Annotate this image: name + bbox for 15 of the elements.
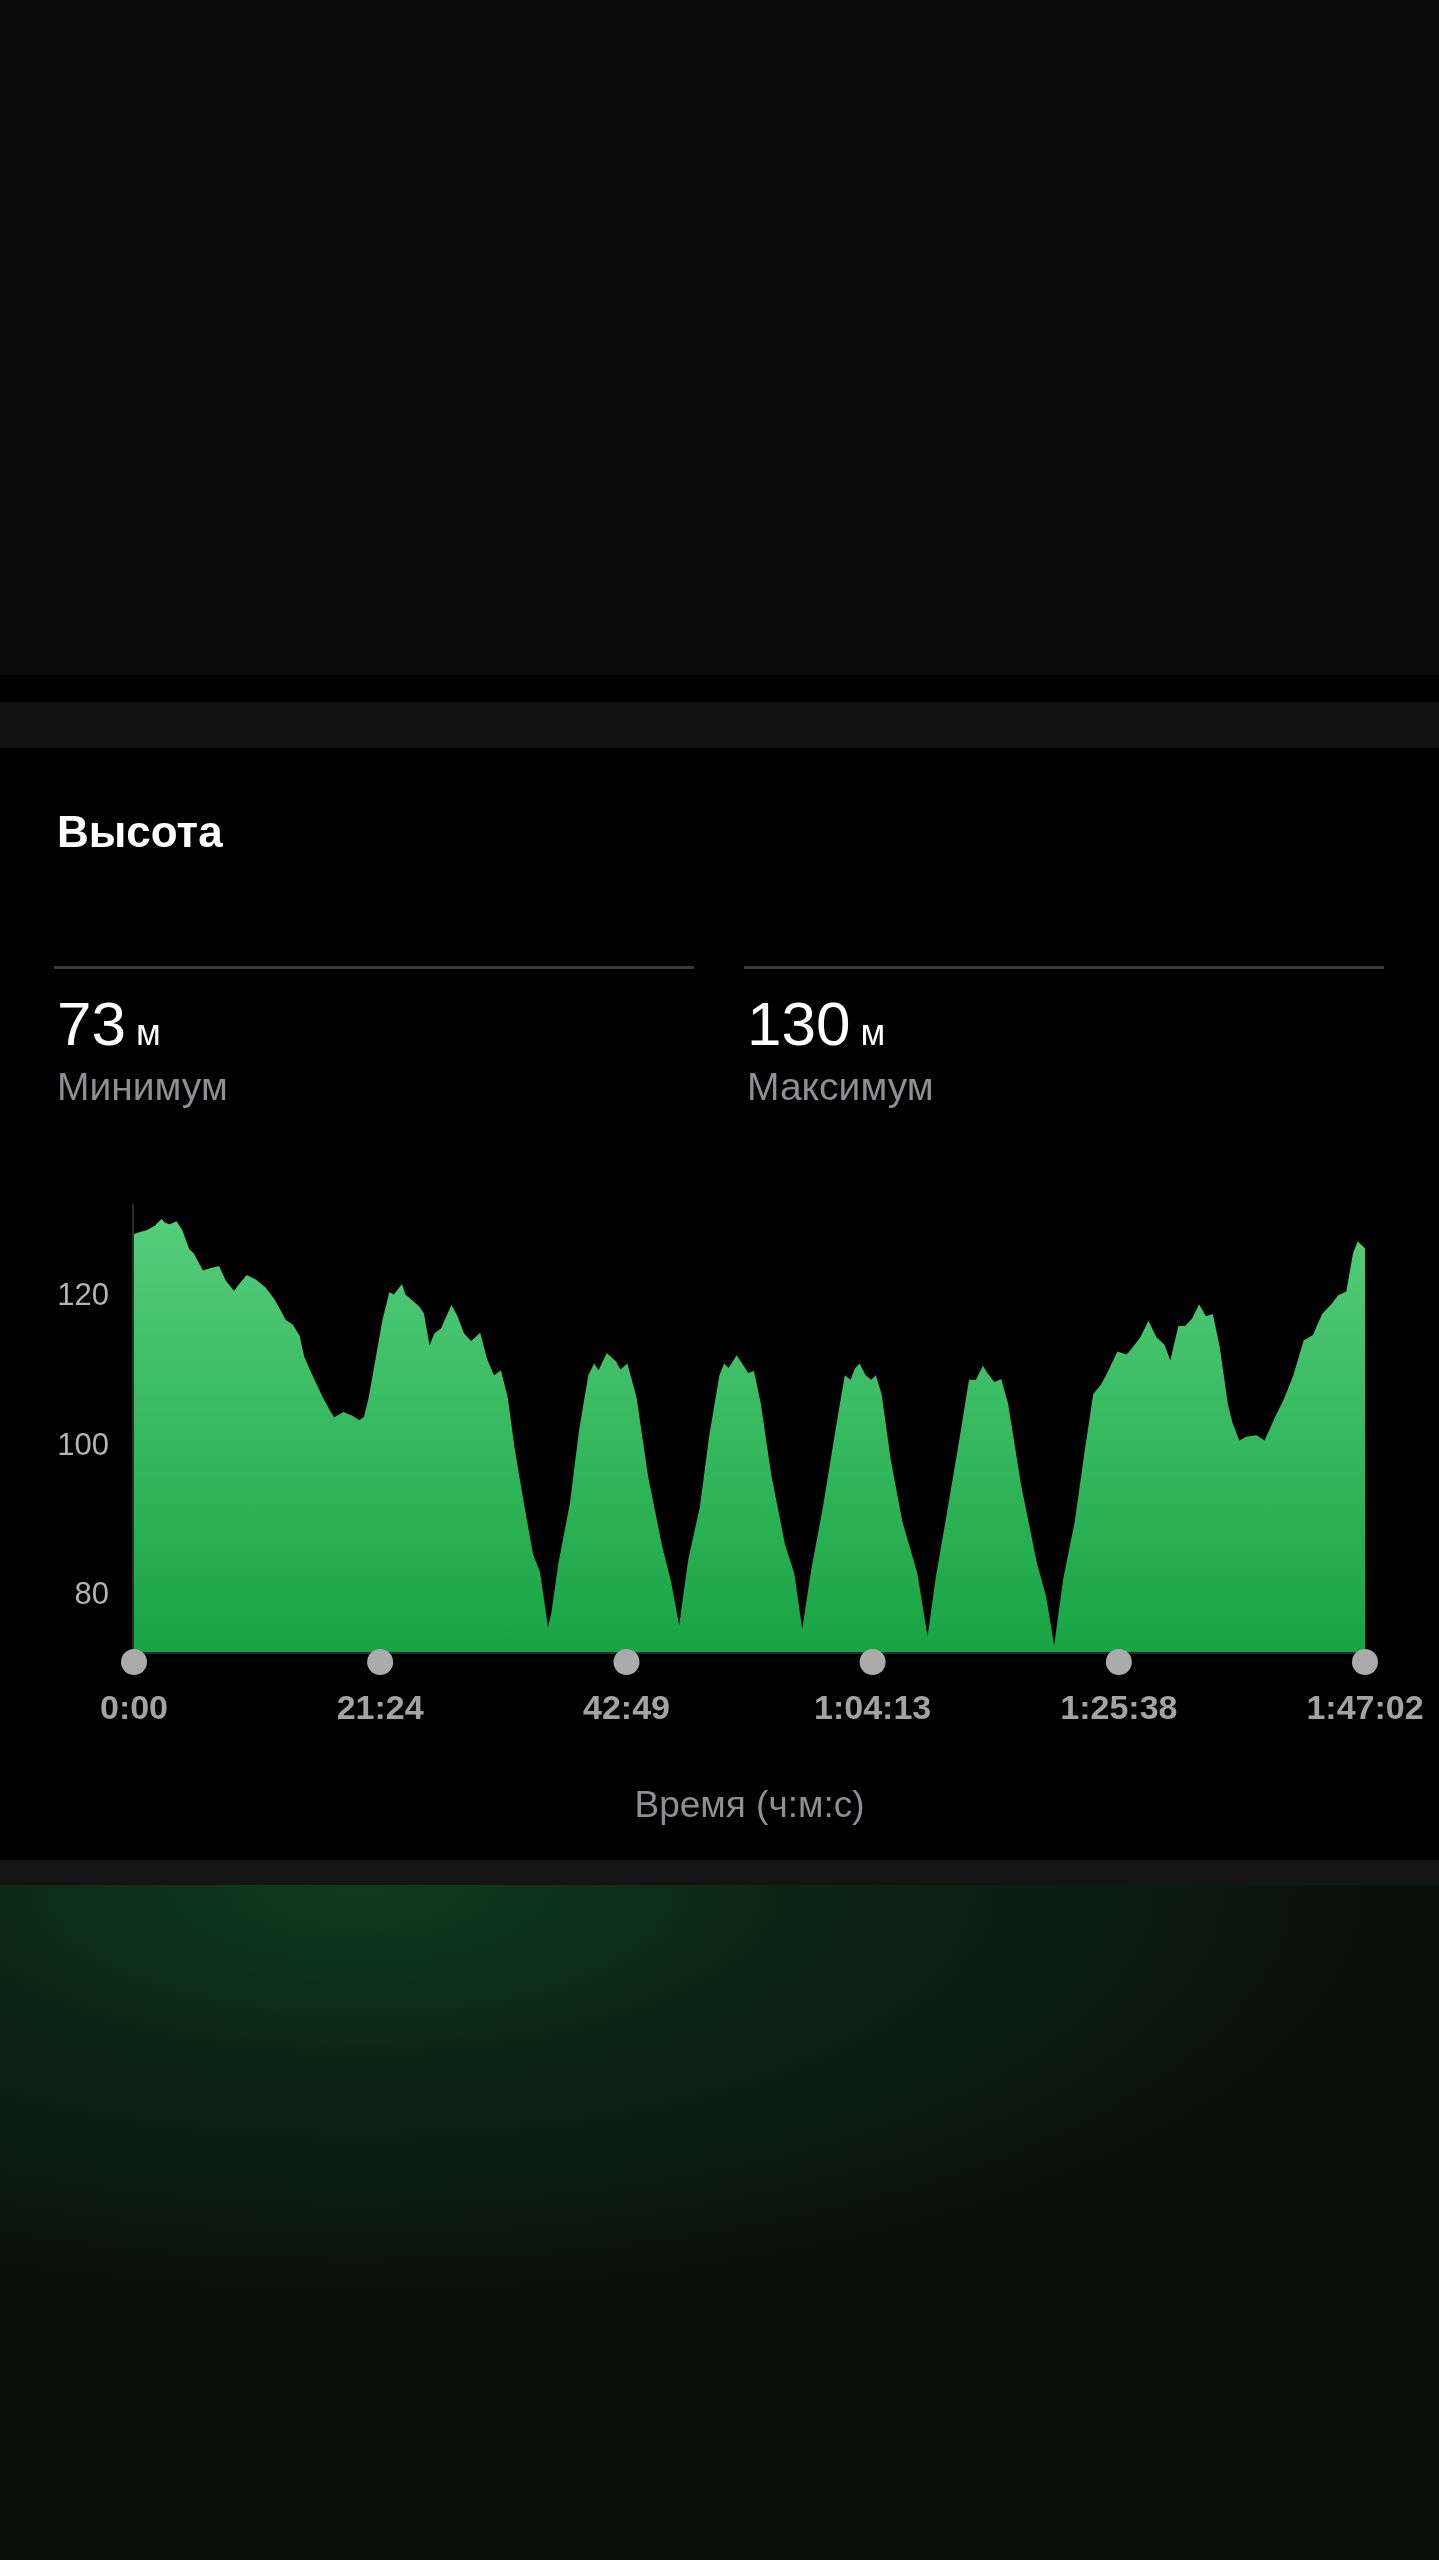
y-tick-label: 80 [74,1576,109,1612]
text: 73 м [57,989,161,1058]
x-tick-label: 1:04:13 [814,1688,932,1726]
y-tick-label: 100 [57,1426,109,1462]
text: Максимум [747,1065,934,1108]
x-tick-label: 1:25:38 [1060,1688,1178,1726]
x-tick-label: 21:24 [336,1688,424,1726]
x-tick-label: 0:00 [99,1688,169,1726]
x-tick-label: 1:47:02 [1306,1688,1424,1726]
y-tick-label: 120 [57,1276,109,1312]
x-tick-label: 42:49 [583,1688,670,1726]
text: Минимум [57,1065,228,1108]
text: 130 м [747,989,886,1058]
x-axis-title: Время (ч:м:с) [634,1784,865,1825]
chart-title: Высота [57,807,224,856]
